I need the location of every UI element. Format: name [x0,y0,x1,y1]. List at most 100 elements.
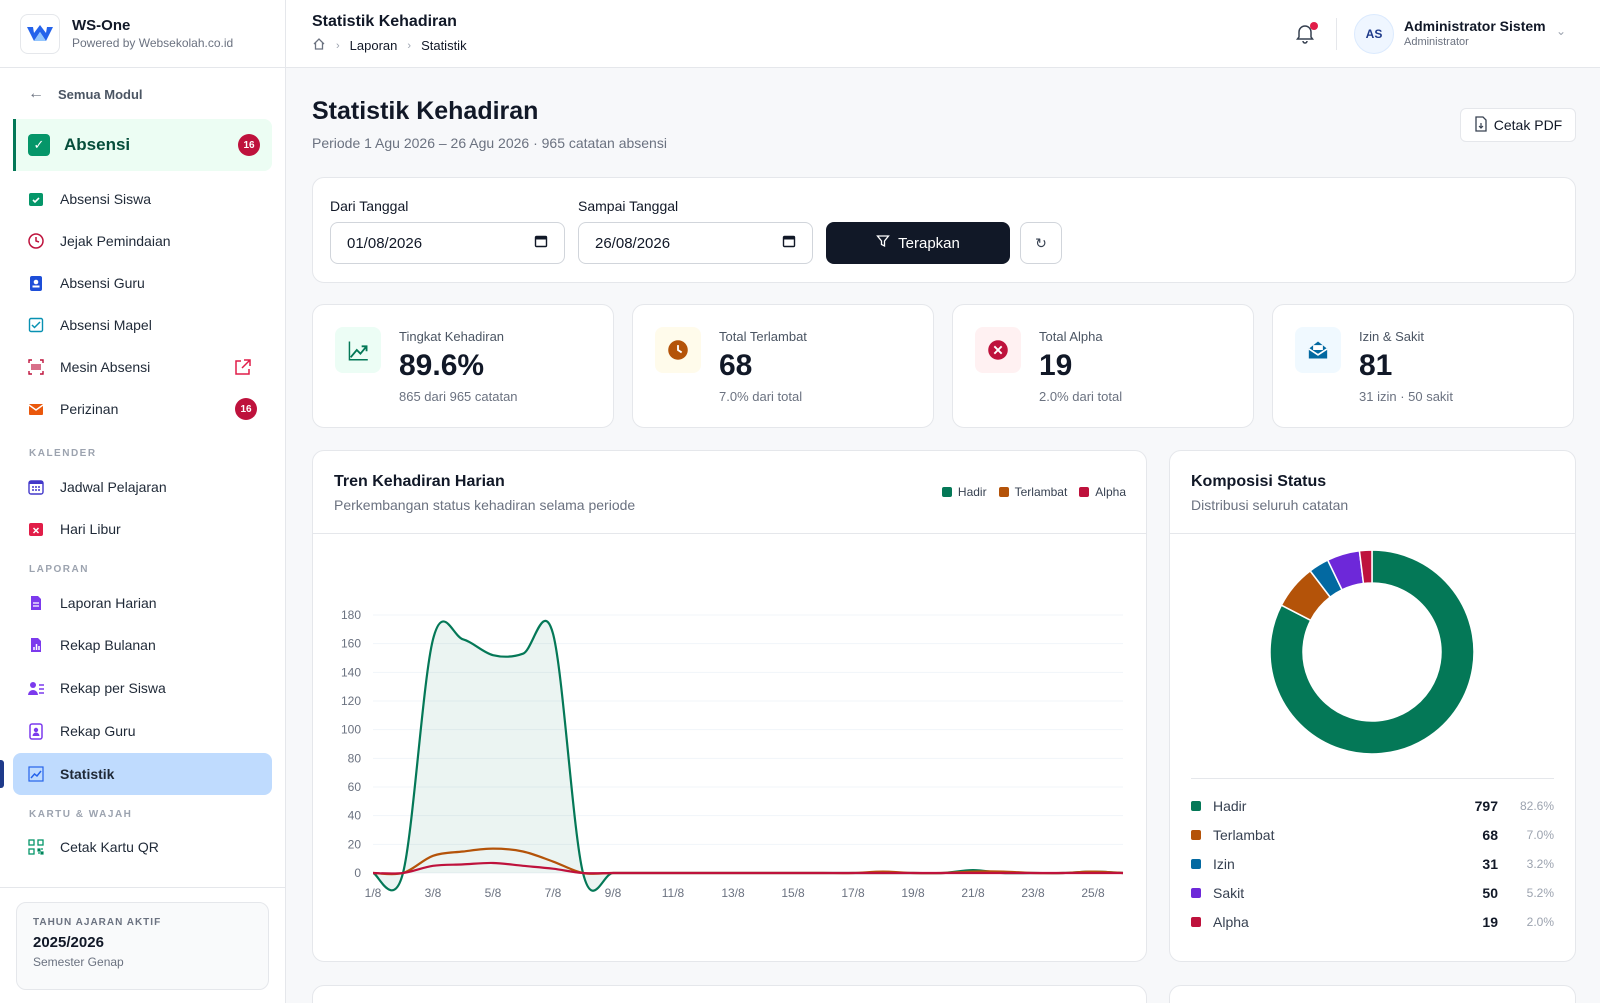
calendar-x-icon [26,519,46,539]
breadcrumb-statistik: Statistik [421,38,467,53]
sidebar-item-absensi-siswa[interactable]: Absensi Siswa [13,178,272,220]
legend-swatch [1079,487,1090,497]
sidebar-item-jejak-pemindaian[interactable]: Jejak Pemindaian [13,220,272,262]
sidebar-item-absensi-guru[interactable]: Absensi Guru [13,262,272,304]
y-tick-label: 0 [354,866,361,880]
x-circle-icon [975,327,1021,373]
back-to-modules-link[interactable]: ← Semua Modul [0,68,285,120]
sidebar-item-absensi-mapel[interactable]: Absensi Mapel [13,304,272,346]
sidebar-item-label: Rekap Bulanan [60,637,156,653]
sidebar-item-label: Perizinan [60,401,119,417]
active-module-label: Absensi [64,135,131,154]
donut-slice-hadir[interactable] [1269,549,1475,755]
sidebar-item-rekap-guru[interactable]: Rekap Guru [13,710,272,752]
envelope-icon [26,399,46,419]
status-count: 68 [1482,827,1498,843]
brand-name: WS-One [72,17,131,34]
legend-item-alpha[interactable]: Alpha [1079,485,1126,499]
sidebar-item-jadwal-pelajaran[interactable]: Jadwal Pelajaran [13,466,272,508]
x-tick-label: 13/8 [721,886,745,900]
status-count: 19 [1482,914,1498,930]
external-link-icon[interactable] [233,357,253,380]
x-tick-label: 7/8 [545,886,562,900]
document-icon [26,593,46,613]
active-module-absensi[interactable]: ✓ Absensi 16 [13,119,272,171]
date-filter-card: Dari Tanggal 01/08/2026 Sampai Tanggal 2… [312,177,1576,283]
series-line-alpha [372,861,1123,875]
divider [1170,533,1575,534]
series-area-hadir [373,620,1123,891]
sidebar-item-label: Cetak Kartu QR [60,839,159,855]
user-role: Administrator [1404,36,1469,48]
sidebar-item-rekap-bulanan[interactable]: Rekap Bulanan [13,624,272,666]
to-date-input[interactable]: 26/08/2026 [578,222,813,264]
status-name: Terlambat [1213,827,1275,843]
id-card-icon [26,721,46,741]
stat-card-total-terlambat: Total Terlambat 68 7.0% dari total [632,304,934,428]
x-tick-label: 19/8 [901,886,925,900]
sidebar-item-perizinan[interactable]: Perizinan 16 [13,388,272,430]
y-tick-label: 20 [348,837,362,851]
y-tick-label: 60 [348,780,362,794]
status-swatch [1191,888,1201,898]
active-nav-indicator [0,760,4,788]
status-swatch [1191,859,1201,869]
module-count-badge: 16 [238,134,260,156]
sidebar-item-label: Mesin Absensi [60,359,151,375]
topbar-title: Statistik Kehadiran [312,13,457,30]
x-tick-label: 23/8 [1021,886,1045,900]
calendar-icon[interactable] [782,234,796,252]
filter-icon [876,234,890,252]
print-pdf-button[interactable]: Cetak PDF [1460,108,1576,142]
home-icon[interactable] [312,37,326,54]
arrow-left-icon: ← [28,85,44,102]
from-date-input[interactable]: 01/08/2026 [330,222,565,264]
x-tick-label: 25/8 [1081,886,1105,900]
calendar-grid-icon [26,477,46,497]
sidebar-item-cetak-kartu-qr[interactable]: Cetak Kartu QR [13,826,272,868]
stat-value: 68 [719,349,753,382]
sidebar: WS-One Powered by Websekolah.co.id ← Sem… [0,0,286,1003]
stat-label: Total Terlambat [719,329,807,344]
donut-slice-alpha[interactable] [1358,549,1373,585]
calendar-check-icon: ✓ [28,134,50,156]
status-count: 50 [1482,885,1498,901]
chevron-down-icon[interactable]: ⌄ [1556,24,1567,38]
legend-item-hadir[interactable]: Hadir [941,485,987,499]
x-tick-label: 11/8 [662,886,685,900]
next-card [312,985,1147,1003]
legend-item-terlambat[interactable]: Terlambat [998,485,1067,499]
avatar[interactable]: AS [1354,14,1394,54]
sidebar-item-statistik[interactable]: Statistik [13,753,272,795]
reset-filter-button[interactable]: ↻ [1020,222,1062,264]
stat-subtext: 31 izin · 50 sakit [1359,389,1453,404]
academic-year-card[interactable]: TAHUN AJARAN AKTIF 2025/2026 Semester Ge… [16,902,269,990]
brand[interactable]: WS-One Powered by Websekolah.co.id [0,0,285,68]
from-date-label: Dari Tanggal [330,198,409,214]
stat-card-total-alpha: Total Alpha 19 2.0% dari total [952,304,1254,428]
y-tick-label: 100 [341,723,361,737]
sidebar-item-label: Absensi Guru [60,275,145,291]
composition-title: Komposisi Status [1191,473,1327,490]
status-swatch [1191,917,1201,927]
sidebar-item-hari-libur[interactable]: Hari Libur [13,508,272,550]
legend-swatch [941,487,952,497]
stat-subtext: 2.0% dari total [1039,389,1123,404]
status-percent: 82.6% [1519,799,1554,813]
sidebar-item-label: Laporan Harian [60,595,157,611]
notification-bell-icon[interactable] [1294,22,1318,46]
y-tick-label: 160 [341,637,361,651]
x-tick-label: 5/8 [485,886,502,900]
apply-filter-button[interactable]: Terapkan [826,222,1010,264]
calendar-icon[interactable] [534,234,548,252]
breadcrumb-laporan[interactable]: Laporan [349,38,398,53]
sidebar-item-mesin-absensi[interactable]: Mesin Absensi [13,346,272,388]
trend-chart-card: Tren Kehadiran Harian Perkembangan statu… [312,450,1147,962]
y-tick-label: 40 [348,809,362,823]
user-name[interactable]: Administrator Sistem [1404,18,1546,34]
status-name: Alpha [1213,914,1249,930]
sidebar-item-rekap-per-siswa[interactable]: Rekap per Siswa [13,667,272,709]
sidebar-item-laporan-harian[interactable]: Laporan Harian [13,582,272,624]
status-percent: 5.2% [1526,886,1554,900]
id-badge-icon [26,273,46,293]
